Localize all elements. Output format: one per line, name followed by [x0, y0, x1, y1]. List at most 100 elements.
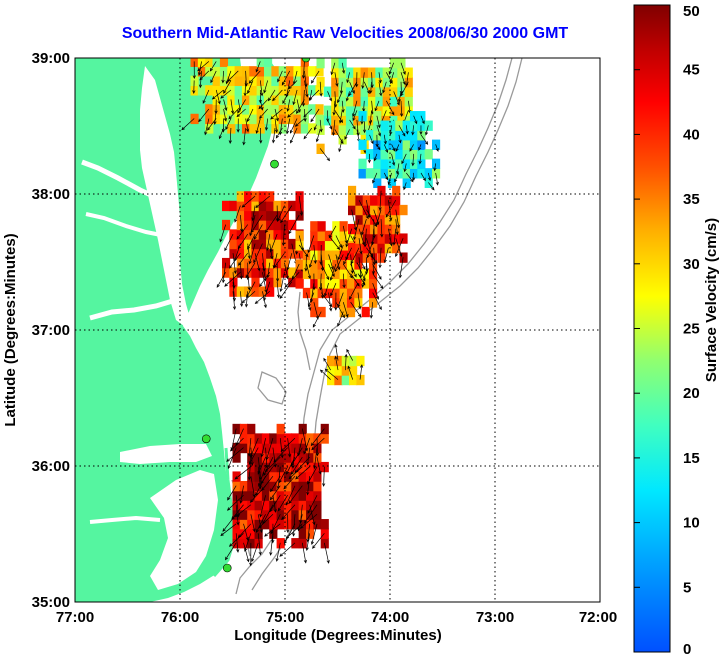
x-tick-label: 77:00: [56, 609, 94, 626]
velocity-vector: [249, 437, 259, 458]
velocity-cell: [249, 113, 258, 125]
velocity-cell: [306, 442, 315, 454]
velocity-vector: [232, 281, 236, 302]
velocity-cell: [229, 200, 238, 212]
velocity-vector: [307, 235, 315, 254]
velocity-vector: [228, 128, 232, 144]
velocity-cell: [236, 286, 245, 297]
velocity-vector: [306, 292, 312, 311]
velocity-cell: [254, 471, 263, 482]
velocity-cell: [424, 120, 433, 131]
velocity-vector: [280, 437, 296, 452]
velocity-cell: [283, 461, 293, 473]
velocity-cell: [308, 104, 317, 115]
velocity-cell: [349, 355, 358, 367]
velocity-vector: [364, 257, 369, 275]
velocity-cell: [313, 471, 322, 482]
velocity-cell: [278, 85, 287, 96]
velocity-cell: [358, 168, 367, 179]
velocity-cell: [239, 500, 248, 511]
velocity-vector: [380, 219, 384, 238]
velocity-cell: [269, 452, 278, 463]
velocity-cell: [205, 123, 214, 134]
velocity-vector: [277, 70, 283, 83]
velocity-cell: [300, 85, 309, 96]
velocity-cell: [293, 66, 302, 77]
velocity-cell: [339, 287, 348, 299]
velocity-vector: [232, 272, 236, 289]
velocity-vector: [265, 438, 274, 461]
velocity-vector: [228, 108, 239, 120]
velocity-cell: [295, 267, 304, 278]
velocity-cell: [276, 500, 285, 511]
velocity-cell: [273, 200, 282, 212]
velocity-cell: [334, 365, 343, 376]
velocity-cell: [256, 75, 265, 86]
velocity-cell: [360, 96, 369, 107]
isobath-contour: [297, 291, 311, 371]
velocity-vector: [328, 225, 337, 239]
velocity-vector: [244, 70, 248, 87]
velocity-cell: [251, 257, 260, 269]
velocity-cell: [266, 276, 275, 288]
velocity-cell: [295, 210, 304, 221]
velocity-cell: [256, 123, 265, 134]
velocity-cell: [338, 86, 347, 97]
velocity-cell: [345, 124, 355, 135]
velocity-cell: [291, 480, 300, 492]
velocity-vector: [304, 504, 318, 524]
velocity-vector: [298, 235, 305, 252]
velocity-cell: [377, 233, 386, 244]
velocity-vector: [254, 253, 261, 272]
velocity-cell: [264, 113, 273, 125]
velocity-vector: [349, 282, 359, 300]
velocity-cell: [280, 248, 289, 259]
velocity-cell: [291, 433, 300, 444]
velocity-vector: [361, 273, 366, 288]
velocity-cell: [367, 67, 377, 78]
velocity-cell: [316, 115, 325, 126]
velocity-cell: [212, 58, 221, 67]
velocity-vector: [405, 72, 409, 87]
velocity-cell: [424, 149, 433, 160]
velocity-cell: [349, 365, 358, 376]
velocity-cell: [354, 278, 363, 289]
velocity-cell: [310, 287, 319, 299]
velocity-vector: [204, 118, 210, 136]
velocity-cell: [395, 149, 404, 160]
velocity-vector: [272, 89, 283, 102]
velocity-vector: [398, 125, 406, 137]
velocity-vector: [369, 302, 374, 319]
velocity-cell: [283, 452, 293, 463]
velocity-cell: [261, 461, 271, 473]
velocity-cell: [332, 221, 341, 232]
velocity-vector: [312, 273, 316, 291]
velocity-cell: [247, 442, 256, 454]
velocity-cell: [234, 113, 243, 125]
velocity-vector: [248, 243, 256, 265]
velocity-cell: [300, 123, 309, 134]
velocity-vector: [330, 62, 336, 76]
velocity-vector: [227, 70, 239, 82]
velocity-cell: [269, 509, 278, 520]
velocity-vector: [352, 110, 358, 122]
velocity-cell: [384, 204, 393, 216]
velocity-vector: [395, 209, 401, 229]
velocity-vector: [279, 281, 293, 300]
velocity-vector: [243, 542, 250, 563]
velocity-vector: [367, 153, 372, 164]
grid-lines: [75, 58, 600, 602]
velocity-cell: [315, 85, 324, 96]
velocity-vector: [247, 457, 252, 481]
velocity-cell: [190, 58, 199, 67]
velocity-cell: [264, 85, 273, 96]
velocity-cell: [306, 461, 315, 473]
velocity-cell: [417, 139, 426, 150]
velocity-cell: [348, 223, 357, 235]
velocity-cell: [269, 519, 278, 530]
velocity-cell: [320, 528, 329, 539]
velocity-cell: [370, 214, 379, 225]
velocity-vector: [319, 148, 330, 162]
velocity-cell: [249, 66, 258, 77]
velocity-vector: [362, 119, 367, 134]
